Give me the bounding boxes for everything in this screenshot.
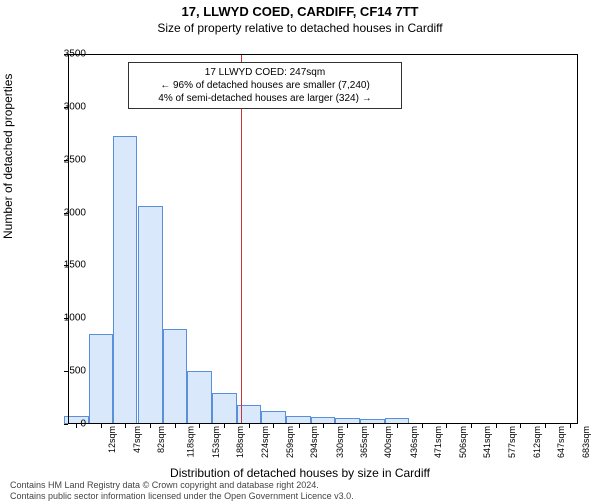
xtick-label: 153sqm (211, 426, 221, 458)
ytick-mark (64, 424, 68, 425)
xtick-mark (125, 424, 126, 428)
ytick-label: 2500 (50, 154, 86, 165)
xtick-label: 541sqm (482, 426, 492, 458)
xtick-label: 330sqm (335, 426, 345, 458)
footer-line2: Contains public sector information licen… (10, 491, 354, 502)
xtick-mark (224, 424, 225, 428)
chart-subtitle: Size of property relative to detached ho… (0, 21, 600, 35)
ytick-label: 3500 (50, 49, 86, 60)
footer-line1: Contains HM Land Registry data © Crown c… (10, 480, 354, 491)
xtick-mark (347, 424, 348, 428)
xtick-label: 683sqm (581, 426, 591, 458)
footer-attribution: Contains HM Land Registry data © Crown c… (10, 480, 354, 502)
xtick-label: 436sqm (409, 426, 419, 458)
xtick-mark (323, 424, 324, 428)
ytick-mark (64, 54, 68, 55)
xtick-label: 259sqm (285, 426, 295, 458)
xtick-mark (496, 424, 497, 428)
xtick-label: 647sqm (556, 426, 566, 458)
chart-title: 17, LLWYD COED, CARDIFF, CF14 7TT (0, 4, 600, 19)
xtick-mark (150, 424, 151, 428)
ytick-mark (64, 318, 68, 319)
xtick-label: 118sqm (186, 426, 196, 457)
ytick-mark (64, 371, 68, 372)
xtick-mark (249, 424, 250, 428)
xtick-label: 82sqm (156, 426, 166, 453)
ytick-mark (64, 213, 68, 214)
xtick-mark (299, 424, 300, 428)
plot-area: 17 LLWYD COED: 247sqm ← 96% of detached … (68, 54, 578, 424)
xtick-mark (101, 424, 102, 428)
xtick-label: 12sqm (107, 426, 117, 453)
xtick-mark (175, 424, 176, 428)
xtick-mark (545, 424, 546, 428)
xtick-mark (471, 424, 472, 428)
y-axis-label: Number of detached properties (1, 74, 15, 239)
xtick-label: 506sqm (458, 426, 468, 458)
xtick-mark (570, 424, 571, 428)
xtick-label: 294sqm (309, 426, 319, 458)
xtick-label: 188sqm (235, 426, 245, 458)
xtick-label: 47sqm (132, 426, 142, 453)
xtick-mark (273, 424, 274, 428)
xtick-label: 471sqm (433, 426, 443, 458)
xtick-mark (76, 424, 77, 428)
xtick-mark (422, 424, 423, 428)
xtick-label: 577sqm (507, 426, 517, 458)
chart-border (68, 54, 578, 424)
xtick-label: 365sqm (359, 426, 369, 458)
ytick-label: 2000 (50, 207, 86, 218)
x-axis-label: Distribution of detached houses by size … (0, 466, 600, 480)
ytick-label: 1500 (50, 260, 86, 271)
xtick-mark (397, 424, 398, 428)
ytick-mark (64, 160, 68, 161)
xtick-mark (373, 424, 374, 428)
ytick-mark (64, 265, 68, 266)
xtick-label: 224sqm (261, 426, 271, 458)
ytick-mark (64, 107, 68, 108)
xtick-label: 400sqm (383, 426, 393, 458)
ytick-label: 1000 (50, 313, 86, 324)
xtick-mark (199, 424, 200, 428)
ytick-label: 500 (50, 366, 86, 377)
xtick-mark (446, 424, 447, 428)
xtick-mark (520, 424, 521, 428)
ytick-label: 3000 (50, 101, 86, 112)
xtick-label: 612sqm (532, 426, 542, 458)
ytick-label: 0 (50, 419, 86, 430)
